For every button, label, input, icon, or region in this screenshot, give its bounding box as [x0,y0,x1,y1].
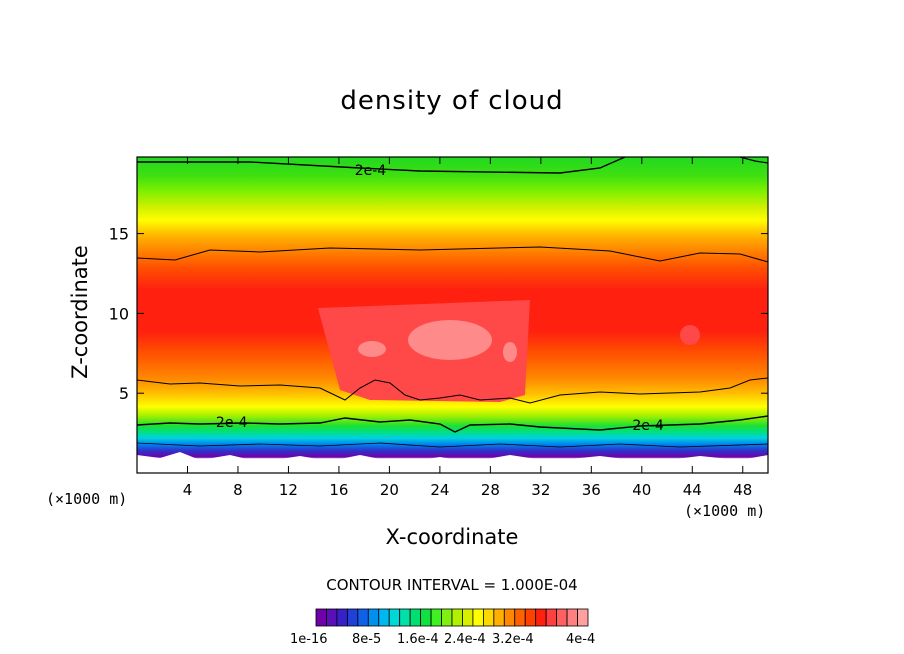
y-tick-label-1: 10 [109,304,129,323]
colorbar-swatch-11 [430,608,442,627]
colorbar-swatch-0 [315,608,327,627]
x-tick-label-9: 40 [632,481,651,499]
colorbar-label-0: 1e-16 [290,632,328,647]
x-tick-label-2: 12 [279,481,298,499]
contour-labels: 2e-4 2e-4 2e-4 [216,163,664,434]
core-max-region [408,320,492,360]
colorbar-label-3: 2.4e-4 [444,632,486,647]
colorbar-swatch-2 [336,608,348,627]
colorbar-swatch-10 [420,608,432,627]
colorbar-swatch-18 [503,608,516,627]
colorbar-swatch-14 [462,608,474,627]
plot-frame [136,156,769,474]
side-blob [680,325,700,345]
colorbar-labels: 1e-16 8e-5 1.6e-4 2.4e-4 3.2e-4 4e-4 [0,632,904,652]
x-tick-label-10: 44 [683,481,702,499]
x-unit-left: (×1000 m) [46,490,128,508]
core-blob-left [358,341,386,357]
colorbar-swatch-9 [409,608,422,627]
cloud-base-edge [137,452,768,473]
colorbar-swatch-1 [326,608,338,627]
y-tick-label-0: 5 [119,384,129,403]
x-tick-label-8: 36 [582,481,601,499]
contour-line-bottom [137,415,768,433]
x-tick-label-7: 32 [531,481,550,499]
x-axis-label: X-coordinate [385,525,519,549]
colorbar-label-1: 8e-5 [352,632,382,647]
colorbar-swatch-24 [566,608,578,627]
colorbar-swatch-13 [451,608,463,627]
chart-title: density of cloud [340,86,564,116]
colorbar-swatch-21 [535,608,547,627]
contour-line-base [137,442,768,448]
x-tick-label-5: 24 [430,481,449,499]
x-tick-label-6: 28 [481,481,500,499]
colorbar-swatch-6 [378,608,390,627]
colorbar [315,608,589,627]
colorbar-swatch-17 [493,608,505,627]
colorbar-swatch-3 [346,608,359,627]
contour-label-2: 2e-4 [632,418,664,434]
contour-interval-text: CONTOUR INTERVAL = 1.000E-04 [326,576,578,594]
contour-line-top [137,157,626,174]
contour-label-0: 2e-4 [355,163,387,179]
x-tick-label-3: 16 [329,481,348,499]
x-tick-label-11: 48 [733,481,752,499]
contour-line-lower [137,377,768,404]
x-tick-label-4: 20 [380,481,399,499]
contour-field [137,157,768,473]
contour-label-1: 2e-4 [216,415,248,431]
colorbar-label-5: 4e-4 [566,632,596,647]
contour-line-upper [137,246,768,263]
colorbar-swatch-8 [399,608,411,627]
contour-line-top-right [739,157,768,164]
x-tick-label-0: 4 [183,481,193,499]
colorbar-label-2: 1.6e-4 [397,632,439,647]
colorbar-swatch-23 [556,608,568,627]
colorbar-swatch-4 [357,608,369,627]
colorbar-label-4: 3.2e-4 [492,632,534,647]
colorbar-swatch-15 [472,608,484,627]
x-unit-right: (×1000 m) [684,502,766,520]
colorbar-swatch-16 [482,608,495,627]
y-tick-label-2: 15 [109,225,129,244]
colorbar-swatch-22 [545,608,558,627]
colorbar-swatch-19 [514,608,526,627]
colorbar-swatch-25 [577,608,589,627]
colorbar-swatch-5 [367,608,380,627]
x-tick-label-1: 8 [233,481,243,499]
colorbar-swatch-20 [524,608,537,627]
colorbar-swatch-7 [388,608,401,627]
core-blob-right [503,342,517,362]
y-axis-label: Z-coordinate [68,245,92,379]
colorbar-swatch-12 [441,608,453,627]
